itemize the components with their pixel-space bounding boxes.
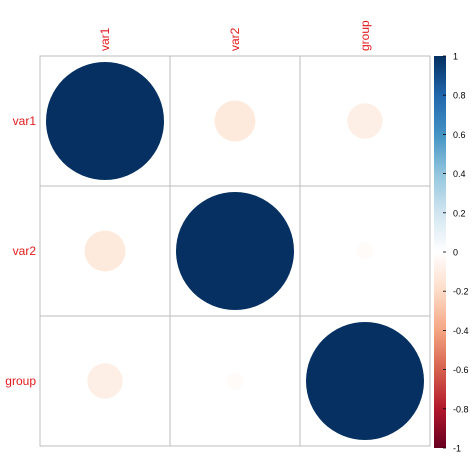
corr-circle-group-var1 [87, 363, 123, 399]
colorbar-tick-label: -1 [453, 444, 461, 454]
grid-cell-group-group [299, 315, 431, 447]
corr-circle-var1-var2 [214, 100, 256, 142]
corr-circle-var2-var1 [84, 230, 126, 272]
colorbar-tick-label: 0 [453, 248, 458, 258]
column-label-var2: var2 [228, 27, 242, 51]
circle-layer [46, 62, 424, 440]
colorbar-tick-label: -0.4 [453, 326, 469, 336]
row-label-var1: var1 [13, 114, 37, 128]
label-layer: var1 var2 group var1 var2 group [5, 20, 372, 388]
colorbar-tick-label: -0.2 [453, 287, 469, 297]
row-label-var2: var2 [13, 244, 37, 258]
colorbar-tick-label: 0.2 [453, 208, 466, 218]
corr-circle-var1-var1 [46, 62, 164, 180]
corr-circle-group-var2 [226, 372, 244, 390]
colorbar-tick-label: 0.8 [453, 91, 466, 101]
colorbar-tick-label: 1 [453, 52, 458, 62]
colorbar-tick-label: 0.4 [453, 169, 466, 179]
column-label-group: group [358, 20, 372, 51]
corr-circle-var2-group [356, 242, 374, 260]
colorbar-gradient [434, 56, 446, 448]
row-label-group: group [5, 374, 36, 388]
colorbar-tick-label: -0.6 [453, 365, 469, 375]
corr-circle-group-group [306, 322, 424, 440]
colorbar-tick-label: -0.8 [453, 404, 469, 414]
grid-layer [39, 55, 431, 447]
colorbar: 1 0.8 0.6 0.4 0.2 0 -0.2 -0.4 -0.6 -0.8 -1 [434, 52, 469, 454]
corr-circle-var1-group [347, 103, 383, 139]
column-label-var1: var1 [98, 27, 112, 51]
corr-circle-var2-var2 [176, 192, 294, 310]
colorbar-tick-label: 0.6 [453, 130, 466, 140]
